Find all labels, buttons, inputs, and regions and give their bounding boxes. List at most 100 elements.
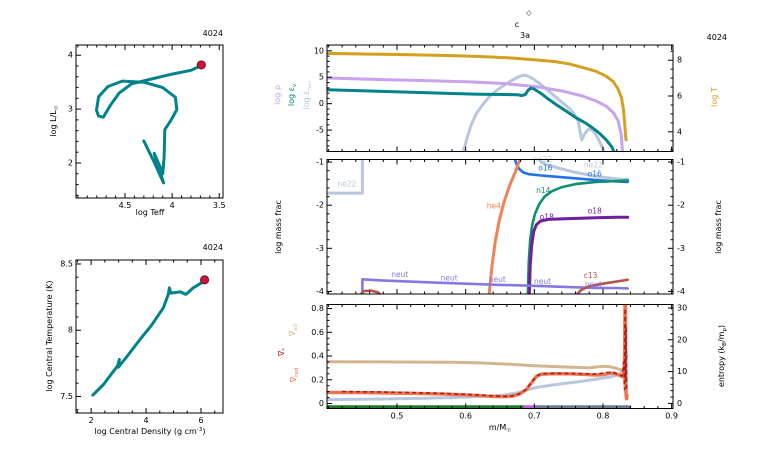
y-tick-label: 5	[319, 73, 324, 82]
axis-ticks	[327, 159, 673, 294]
isotope-label-neut: neut	[391, 270, 408, 279]
y-tick-label: 0.6	[311, 328, 324, 337]
panel-grad: 0.5 0.6 0.7 0.8 0.9 0 0.2 0.4 0.6 0.8 0 10 20 30 m/M☉ ∇…	[277, 303, 728, 434]
isotope-label-neut: neut	[441, 274, 458, 283]
isotope-label-neut: neut	[585, 280, 602, 289]
axis-ticks	[76, 260, 216, 413]
isotope-label-o16: o16	[588, 169, 602, 178]
y-tick-label: 0.2	[311, 375, 324, 384]
x-tick-label: 6	[198, 416, 203, 425]
series-grad-rad	[327, 304, 629, 401]
y-tick-label: -4	[316, 287, 324, 296]
y-tick-label: 4	[68, 51, 73, 60]
axis-ticks	[76, 45, 220, 198]
x-axis-title: log Teff	[136, 208, 165, 217]
y-tick-label: -3	[316, 244, 324, 253]
isotope-label-neut: neut	[489, 275, 506, 284]
isotope-label-n14: n14	[536, 186, 551, 195]
burn-stage-marker: ◇	[526, 9, 532, 17]
x-tick-label: 0.7	[528, 412, 541, 421]
y-axis-title: ∇rad	[289, 368, 300, 383]
series-c13-core-blip	[359, 289, 382, 294]
y-tick-label: 8.5	[60, 259, 73, 268]
isotope-label-ne22: ne22	[584, 161, 603, 170]
x-tick-label: 4.5	[119, 201, 132, 210]
y-tick-label: 8	[68, 326, 73, 335]
y-axis-title: ∇*	[277, 348, 288, 357]
burn-stage-label-c: c	[515, 20, 519, 29]
series-neut	[361, 278, 629, 294]
panel-trho: 2 4 6 7.5 8 8.5 log Central Density (g cm-3) lo…	[45, 243, 224, 436]
y-axis-title: log Central Temperature (K)	[45, 280, 54, 391]
x-tick-label: 0.9	[665, 412, 678, 421]
series-layer	[95, 64, 203, 185]
isotope-label-o18: o18	[588, 206, 602, 215]
isotope-label-o16: o16	[538, 163, 552, 172]
y-tick-label: 20	[677, 335, 687, 344]
y-axis-title: log T	[710, 87, 719, 107]
series-ne22-core	[327, 159, 364, 195]
x-axis-title: m/M☉	[489, 423, 511, 434]
isotope-label-ne22: ne22	[337, 180, 356, 189]
y-tick-label: 0.4	[311, 352, 324, 361]
x-tick-label: 0.8	[597, 412, 610, 421]
series-o18	[527, 215, 630, 294]
isotope-label-he4: he4	[487, 202, 501, 211]
series-grad-star	[342, 307, 628, 398]
x-tick-label: 0.5	[391, 412, 404, 421]
y-tick-label: 8	[677, 56, 682, 65]
y-axis-title: log ρ	[273, 85, 282, 105]
current-model-marker	[199, 275, 210, 285]
burn-stage-label-3a: 3a	[520, 31, 530, 40]
axis-ticks	[327, 304, 673, 409]
series-trho-track	[91, 279, 206, 397]
axes-box	[75, 44, 224, 199]
model-number-label: 4024	[203, 243, 223, 252]
y-axis-title: entropy (kB/mp)	[717, 325, 728, 387]
series-log-T	[327, 51, 628, 142]
y-tick-label: -3	[677, 244, 685, 253]
isotope-label-neut: neut	[534, 277, 551, 286]
y-tick-label: 7.5	[60, 392, 73, 401]
panel-power: 10 5 0 -5 8 6 4 log ρ log εν log εnuc log T ◇ c3a 402…	[273, 9, 727, 152]
series-hr-track	[95, 64, 203, 185]
series-log-rho	[327, 76, 624, 152]
series-n14	[526, 179, 629, 294]
y-tick-label: 10	[677, 367, 687, 376]
y-tick-label: -1	[677, 158, 685, 167]
y-axis-title: log L/L☉	[49, 105, 60, 136]
y-tick-label: 0	[319, 99, 324, 108]
series-layer	[327, 304, 632, 409]
series-log-eps-nu	[327, 86, 616, 152]
series-layer	[91, 279, 206, 397]
y-tick-label: -4	[677, 287, 685, 296]
y-tick-label: -1	[316, 158, 324, 167]
panel-hr: 4.5 4 3.5 2 3 4 log Teff log L/L☉ 4024	[49, 29, 226, 217]
series-layer	[327, 159, 630, 294]
y-axis-title: log mass frac	[714, 200, 723, 254]
y-tick-label: 2	[68, 158, 73, 167]
series-ne22-envelope	[537, 159, 630, 181]
x-tick-label: 3.5	[213, 201, 226, 210]
y-tick-label: 10	[314, 46, 324, 55]
y-axis-title: log εnuc	[302, 80, 313, 109]
x-tick-label: 4	[170, 201, 175, 210]
y-tick-label: 0.8	[311, 304, 324, 313]
y-tick-label: 4	[677, 127, 682, 136]
axes-box	[326, 159, 674, 295]
axis-ticks	[327, 45, 673, 152]
isotope-label-o18: o18	[540, 212, 554, 221]
series-c13	[575, 278, 629, 294]
x-tick-label: 0.6	[459, 412, 472, 421]
y-tick-label: -2	[677, 201, 685, 210]
series-layer	[327, 51, 628, 152]
current-model-marker	[196, 60, 206, 70]
y-axis-title: log εν	[287, 84, 298, 106]
model-number-label: 4024	[203, 29, 223, 38]
y-tick-label: 0	[677, 399, 682, 408]
y-tick-label: -2	[316, 201, 324, 210]
x-tick-label: 4	[144, 416, 149, 425]
